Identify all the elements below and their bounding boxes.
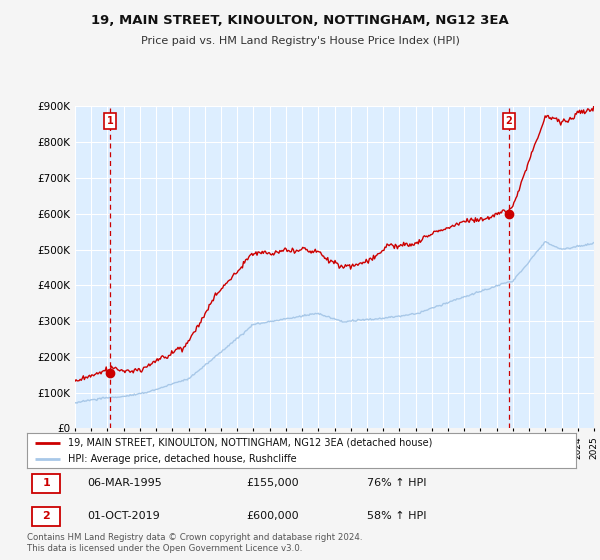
Text: 1: 1 (107, 116, 113, 125)
FancyBboxPatch shape (32, 507, 60, 526)
Text: 1: 1 (43, 478, 50, 488)
Text: Price paid vs. HM Land Registry's House Price Index (HPI): Price paid vs. HM Land Registry's House … (140, 36, 460, 46)
Text: Contains HM Land Registry data © Crown copyright and database right 2024.
This d: Contains HM Land Registry data © Crown c… (27, 533, 362, 553)
FancyBboxPatch shape (32, 474, 60, 493)
Text: £600,000: £600,000 (247, 511, 299, 521)
Text: 76% ↑ HPI: 76% ↑ HPI (367, 478, 427, 488)
Text: 01-OCT-2019: 01-OCT-2019 (88, 511, 160, 521)
Text: 06-MAR-1995: 06-MAR-1995 (88, 478, 162, 488)
Text: 19, MAIN STREET, KINOULTON, NOTTINGHAM, NG12 3EA: 19, MAIN STREET, KINOULTON, NOTTINGHAM, … (91, 14, 509, 27)
Text: HPI: Average price, detached house, Rushcliffe: HPI: Average price, detached house, Rush… (68, 454, 297, 464)
Text: 58% ↑ HPI: 58% ↑ HPI (367, 511, 427, 521)
Text: 2: 2 (43, 511, 50, 521)
Text: 2: 2 (505, 116, 512, 125)
Text: 19, MAIN STREET, KINOULTON, NOTTINGHAM, NG12 3EA (detached house): 19, MAIN STREET, KINOULTON, NOTTINGHAM, … (68, 437, 433, 447)
Text: £155,000: £155,000 (247, 478, 299, 488)
